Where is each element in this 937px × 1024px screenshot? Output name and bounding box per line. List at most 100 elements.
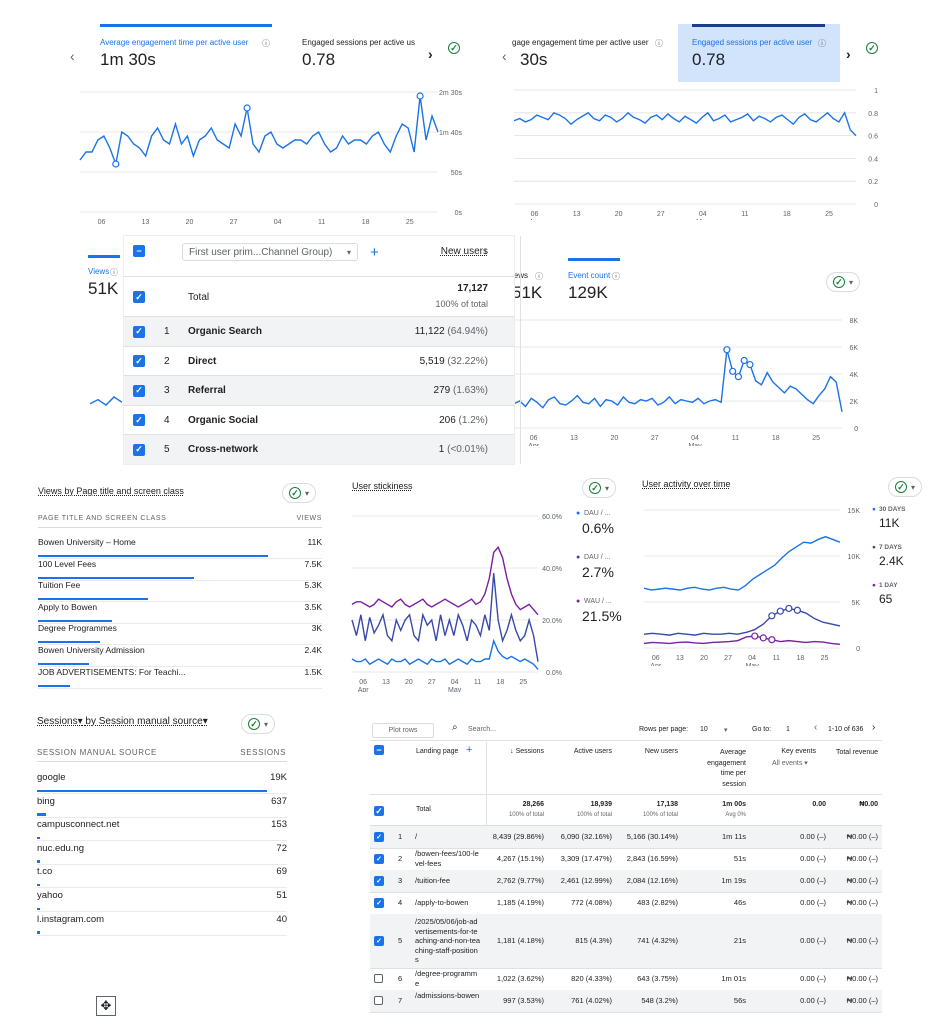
key-events-filter[interactable]: All events ▾ xyxy=(772,760,808,767)
compare-button[interactable]: ✓ ▾ xyxy=(888,477,923,497)
table-row[interactable]: bing 637 xyxy=(37,795,287,818)
sort-desc-icon[interactable]: ↓ xyxy=(483,246,488,257)
card-title[interactable]: User activity over time xyxy=(642,479,731,489)
help-icon[interactable]: ⓘ xyxy=(612,272,620,281)
check-circle-icon[interactable]: ✓ xyxy=(448,42,460,54)
row-page[interactable]: /2025/05/06/job-advertisements-for-teach… xyxy=(415,917,481,964)
table-row[interactable]: ✓ 5/2025/05/06/job-advertisements-for-tea… xyxy=(370,914,882,969)
table-row[interactable]: ✓ 4/apply-to-bowen 1,185 (4.19%) 772 (4.08%… xyxy=(370,892,882,915)
table-row[interactable]: l.instagram.com 40 xyxy=(37,913,287,936)
row-page[interactable]: /degree-programme xyxy=(415,969,478,988)
row-name[interactable]: yahoo xyxy=(37,890,63,901)
metric-select[interactable]: Sessions▾ by Session manual source▾ xyxy=(37,716,208,727)
table-row[interactable]: 100 Level Fees 7.5K xyxy=(38,558,322,581)
add-dimension-icon[interactable]: + xyxy=(466,744,473,756)
table-row[interactable]: yahoo 51 xyxy=(37,890,287,912)
row-checkbox[interactable]: ✓ xyxy=(374,898,384,908)
column-header-landing-page[interactable]: Landing page xyxy=(416,748,459,755)
table-row[interactable]: ✓ 2/bowen-fees/100-level-fees 4,267 (15.1%… xyxy=(370,848,882,871)
metric-header[interactable]: New users xyxy=(440,246,488,257)
table-row[interactable]: ✓ 2 Direct 5,519 (32.22%) xyxy=(124,345,514,376)
add-dimension-icon[interactable]: + xyxy=(370,244,379,261)
table-row[interactable]: Bowen University Admission 2.4K xyxy=(38,645,322,667)
row-name[interactable]: Direct xyxy=(188,355,217,367)
row-name[interactable]: nuc.edu.ng xyxy=(37,842,85,854)
row-name[interactable]: Degree Programmes xyxy=(38,623,117,634)
table-row[interactable]: ✓ 5 Cross-network 1 (<0.01%) xyxy=(124,434,514,464)
table-row[interactable]: 6/degree-programme 1,022 (3.62%) 820 (4.33… xyxy=(370,968,882,991)
row-name[interactable]: Organic Search xyxy=(188,326,262,337)
row-checkbox[interactable]: ✓ xyxy=(133,414,145,426)
row-checkbox[interactable]: ✓ xyxy=(133,325,145,338)
plot-rows-button[interactable]: Plot rows xyxy=(372,723,434,738)
metric-label[interactable]: Average engagement time per active user xyxy=(100,38,249,47)
table-row[interactable]: Tuition Fee 5.3K xyxy=(38,580,322,603)
table-row[interactable]: t.co 69 xyxy=(37,866,287,889)
metric-label[interactable]: gage engagement time per active user xyxy=(512,38,649,47)
check-circle-icon[interactable]: ✓ xyxy=(866,42,878,54)
row-name[interactable]: Bowen University – Home xyxy=(38,537,136,547)
row-name[interactable]: Tuition Fee xyxy=(38,580,81,591)
row-name[interactable]: l.instagram.com xyxy=(37,913,105,925)
row-checkbox[interactable]: ✓ xyxy=(133,355,145,367)
table-row[interactable]: Degree Programmes 3K xyxy=(38,623,322,646)
chevron-right-icon[interactable]: › xyxy=(428,46,433,62)
chevron-left-icon[interactable]: ‹ xyxy=(70,48,75,64)
column-header-revenue[interactable]: Total revenue xyxy=(835,749,878,756)
table-row[interactable]: ✓ 1 / 8,439 (29.86%) 6,090 (32.16%) 5,166 (30… xyxy=(370,826,882,849)
column-header-sessions[interactable]: ↓ Sessions xyxy=(510,748,544,755)
chevron-right-icon[interactable]: › xyxy=(846,46,851,62)
row-page[interactable]: / xyxy=(415,832,418,841)
total-checkbox[interactable]: ✓ xyxy=(133,291,145,303)
table-row[interactable]: Apply to Bowen 3.5K xyxy=(38,602,322,624)
table-row[interactable]: ✓ 3/tuition-fee 2,762 (9.77%) 2,461 (12.99%… xyxy=(370,870,882,893)
help-icon[interactable]: ⓘ xyxy=(818,39,826,48)
row-page[interactable]: /tuition-fee xyxy=(415,876,451,885)
row-checkbox[interactable]: ✓ xyxy=(374,854,384,864)
row-checkbox[interactable]: ✓ xyxy=(374,936,384,946)
column-header-new-users[interactable]: New users xyxy=(644,748,678,755)
chevron-left-icon[interactable]: ‹ xyxy=(502,48,507,64)
select-all-checkbox[interactable]: − xyxy=(374,745,384,755)
row-checkbox[interactable] xyxy=(374,974,383,983)
goto-input[interactable]: 1 xyxy=(786,726,790,733)
help-icon[interactable]: ⓘ xyxy=(262,39,270,48)
row-name[interactable]: JOB ADVERTISEMENTS: For Teachi... xyxy=(38,666,186,677)
table-row[interactable]: ✓ 3 Referral 279 (1.63%) xyxy=(124,375,514,405)
table-row[interactable]: ✓ 1 Organic Search 11,122 (64.94%) xyxy=(124,316,514,346)
row-checkbox[interactable]: ✓ xyxy=(133,443,145,456)
metric-label-2[interactable]: Event count xyxy=(568,271,611,280)
row-name[interactable]: t.co xyxy=(37,866,53,878)
row-name[interactable]: google xyxy=(37,772,66,783)
card-title[interactable]: Views by Page title and screen class xyxy=(38,486,184,496)
row-page[interactable]: /apply-to-bowen xyxy=(415,898,469,907)
search-input[interactable]: Search... xyxy=(468,726,497,733)
compare-button[interactable]: ✓ ▾ xyxy=(282,483,317,503)
row-checkbox[interactable]: ✓ xyxy=(133,384,145,397)
row-name[interactable]: Referral xyxy=(188,385,226,396)
help-icon[interactable]: ⓘ xyxy=(655,39,663,48)
rows-per-page-select[interactable]: 10 xyxy=(700,726,708,733)
table-row[interactable]: JOB ADVERTISEMENTS: For Teachi... 1.5K xyxy=(38,666,322,689)
table-row[interactable]: google 19K xyxy=(37,772,287,794)
metric-label[interactable]: Views xyxy=(88,267,110,276)
table-row[interactable]: nuc.edu.ng 72 xyxy=(37,842,287,865)
row-page[interactable]: /admissions-bowen xyxy=(415,991,480,1000)
next-page-icon[interactable]: › xyxy=(872,722,876,733)
row-page[interactable]: /bowen-fees/100-level-fees xyxy=(415,849,479,868)
row-name[interactable]: Bowen University Admission xyxy=(38,645,145,655)
total-checkbox[interactable]: ✓ xyxy=(374,805,384,816)
column-header-engagement[interactable]: Average engagement time per session xyxy=(707,749,746,788)
row-name[interactable]: campusconnect.net xyxy=(37,819,120,831)
help-icon[interactable]: ⓘ xyxy=(110,268,118,277)
dropdown-arrow-icon[interactable]: ▾ xyxy=(724,727,728,734)
table-row[interactable]: 7/admissions-bowen 997 (3.53%) 761 (4.02%)… xyxy=(370,990,882,1013)
metric-label-2[interactable]: Engaged sessions per active user xyxy=(692,38,813,47)
compare-button[interactable]: ✓ ▾ xyxy=(826,272,861,292)
table-row[interactable]: Bowen University – Home 11K xyxy=(38,537,322,559)
row-name[interactable]: bing xyxy=(37,795,55,807)
dimension-select[interactable]: First user prim...Channel Group) ▾ xyxy=(182,243,358,261)
row-name[interactable]: 100 Level Fees xyxy=(38,558,97,569)
table-row[interactable]: ✓ 4 Organic Social 206 (1.2%) xyxy=(124,404,514,435)
row-name[interactable]: Cross-network xyxy=(188,444,259,455)
